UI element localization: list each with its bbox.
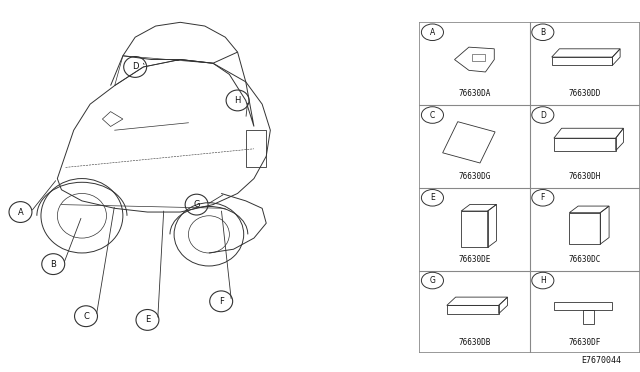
Text: D: D <box>540 110 546 119</box>
Text: E7670044: E7670044 <box>581 356 621 365</box>
Text: 76630DB: 76630DB <box>458 338 491 347</box>
Text: B: B <box>51 260 56 269</box>
Text: 76630DH: 76630DH <box>568 172 601 181</box>
Text: E: E <box>430 193 435 202</box>
Text: 76630DF: 76630DF <box>568 338 601 347</box>
Text: A: A <box>18 208 23 217</box>
Text: 76630DE: 76630DE <box>458 255 491 264</box>
Text: 76630DC: 76630DC <box>568 255 601 264</box>
Text: H: H <box>234 96 241 105</box>
Text: F: F <box>541 193 545 202</box>
Text: 76630DA: 76630DA <box>458 90 491 99</box>
Bar <box>246 130 266 167</box>
Text: H: H <box>540 276 546 285</box>
Text: G: G <box>193 200 200 209</box>
Text: D: D <box>132 62 138 71</box>
Text: F: F <box>219 297 223 306</box>
Text: B: B <box>540 28 545 37</box>
Text: E: E <box>145 315 150 324</box>
Text: 76630DG: 76630DG <box>458 172 491 181</box>
Text: 76630DD: 76630DD <box>568 90 601 99</box>
Text: C: C <box>83 312 89 321</box>
Text: G: G <box>429 276 435 285</box>
Text: A: A <box>430 28 435 37</box>
Text: C: C <box>430 110 435 119</box>
